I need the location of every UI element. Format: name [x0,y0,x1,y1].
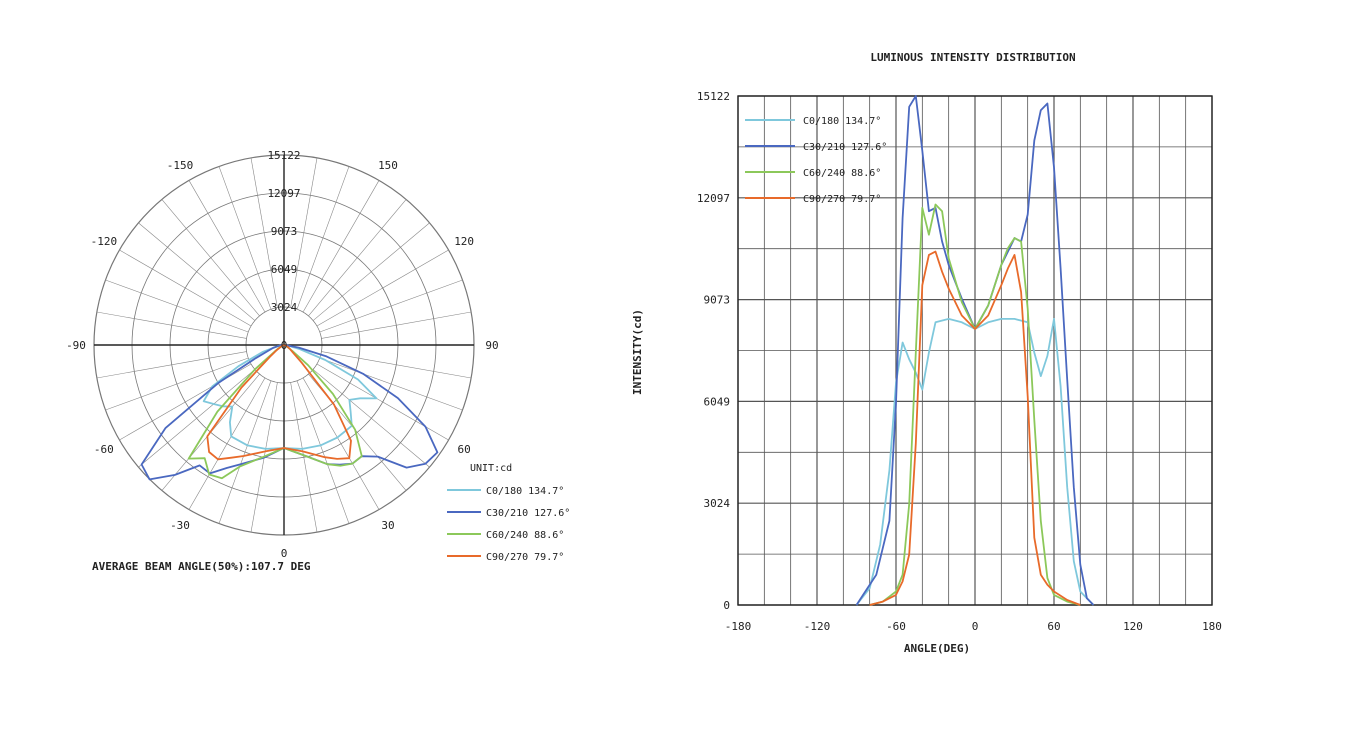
polar-angle-label: -30 [170,519,190,532]
polar-radial-labels: 15122 12097 9073 6049 3024 0 [267,149,300,352]
x-tick-label: 120 [1123,620,1143,633]
polar-grid [93,154,475,536]
legend-entry-2: C30/210 127.6° [447,508,570,519]
polar-spoke [250,157,278,308]
polar-radial-label: 9073 [271,225,298,238]
polar-radial-label: 0 [281,339,288,352]
polar-spoke [119,249,252,327]
polar-spoke [319,279,463,333]
polar-spoke [188,180,266,313]
x-tick-label: -60 [886,620,906,633]
y-tick-label: 3024 [704,497,731,510]
legend-label-2: C30/210 127.6° [486,508,570,519]
line-legend-label-1: C0/180 134.7° [803,116,881,127]
polar-spoke [218,166,272,310]
line-curves [855,95,1095,606]
legend-entry-4: C90/270 79.7° [447,552,564,563]
polar-radial-label: 12097 [267,187,300,200]
polar-chart: 0 30 60 90 120 150 -150 -120 -90 -60 -30 15122 1209… [66,149,570,573]
polar-angle-label: 0 [281,547,288,560]
legend-label-4: C90/270 79.7° [486,552,564,563]
x-tick-label: 180 [1202,620,1222,633]
polar-spoke [321,351,472,379]
legend-label-3: C60/240 88.6° [486,530,564,541]
y-tick-label: 6049 [704,395,731,408]
polar-radial-label: 6049 [271,263,298,276]
polar-spoke [302,180,380,313]
line-series-c90 [869,250,1081,606]
line-legend-label-3: C60/240 88.6° [803,168,881,179]
polar-spoke [96,311,247,339]
polar-spoke [319,357,463,411]
polar-spoke [138,222,256,321]
polar-spoke [321,311,472,339]
polar-angle-labels: 0 30 60 90 120 150 -150 -120 -90 -60 -30 [66,159,499,560]
polar-spoke [296,166,350,310]
polar-subtitle: AVERAGE BEAM ANGLE(50%):107.7 DEG [92,560,311,573]
y-tick-label: 0 [723,599,730,612]
line-chart: LUMINOUS INTENSITY DISTRIBUTION -180 -120… [631,51,1222,655]
legend-unit: UNIT:cd [470,463,512,474]
polar-angle-label: 60 [458,443,471,456]
polar-angle-label: -120 [91,235,118,248]
polar-spoke [218,380,272,524]
line-legend-label-2: C30/210 127.6° [803,142,887,153]
polar-spoke [138,369,256,468]
line-legend-label-4: C90/270 79.7° [803,194,881,205]
y-axis-label: INTENSITY(cd) [631,309,644,395]
polar-spoke [188,377,266,510]
y-tick-label: 9073 [704,294,731,307]
polar-spoke [96,351,247,379]
y-tick-label: 12097 [697,192,730,205]
polar-angle-label: 120 [454,235,474,248]
polar-spoke [302,377,380,510]
x-tick-label: 60 [1047,620,1060,633]
legend-label-1: C0/180 134.7° [486,486,564,497]
polar-spoke [308,199,407,317]
polar-angle-label: 30 [381,519,394,532]
x-tick-label: 0 [972,620,979,633]
polar-radial-label: 3024 [271,301,298,314]
polar-angle-label: -90 [66,339,86,352]
polar-spoke [290,382,318,533]
legend-entry-1: C0/180 134.7° [447,486,564,497]
polar-spoke [312,222,430,321]
polar-spoke [105,279,249,333]
polar-angle-label: 90 [485,339,498,352]
line-chart-title: LUMINOUS INTENSITY DISTRIBUTION [870,51,1075,64]
x-tick-label: -120 [804,620,831,633]
polar-curve-c90 [206,344,352,461]
polar-curves [140,344,439,481]
polar-spoke [312,369,430,468]
polar-angle-label: -60 [94,443,114,456]
line-tick-labels: -180 -120 -60 0 60 120 180 0 3024 6049 9073 12097 15… [697,90,1222,633]
plot-frame [737,95,1213,606]
polar-spoke [290,157,318,308]
polar-angle-label: 150 [378,159,398,172]
polar-spoke [161,199,260,317]
legend-entry-3: C60/240 88.6° [447,530,564,541]
x-tick-label: -180 [725,620,752,633]
polar-spoke [316,249,449,327]
polar-angle-label: -150 [167,159,194,172]
polar-spoke [296,380,350,524]
x-axis-label: ANGLE(DEG) [904,642,970,655]
polar-legend: UNIT:cd C0/180 134.7° C30/210 127.6° C60… [447,463,570,563]
y-tick-label: 15122 [697,90,730,103]
polar-radial-label: 15122 [267,149,300,162]
line-grid [737,95,1213,606]
polar-spoke [105,357,249,411]
line-legend: C0/180 134.7° C30/210 127.6° C60/240 88.… [745,116,887,205]
